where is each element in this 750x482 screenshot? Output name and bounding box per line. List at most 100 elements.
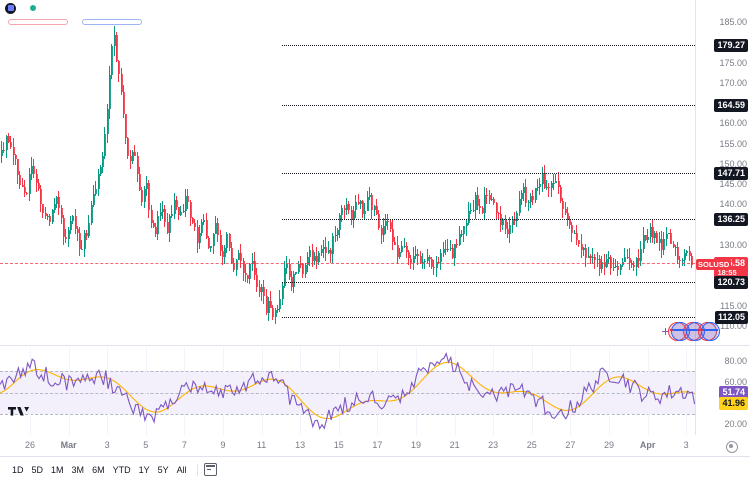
price-chart-pane[interactable] <box>0 16 695 344</box>
candle-body <box>688 251 691 257</box>
timeframe-button-6m[interactable]: 6M <box>92 464 105 475</box>
price-axis-badge[interactable]: 179.27 <box>714 39 748 53</box>
time-axis-label: 3 <box>683 440 689 450</box>
candle-body <box>366 197 369 211</box>
candle-body <box>311 249 314 262</box>
candle-wick <box>81 240 82 250</box>
candle-body <box>501 219 504 226</box>
sell-button[interactable] <box>8 19 68 25</box>
candle-body <box>21 184 24 187</box>
candle-body <box>278 299 281 310</box>
rsi-axis[interactable]: 80.00 60.00 20.00 51.74 41.96 <box>696 348 750 435</box>
candle-body <box>103 134 106 156</box>
grid-line-vertical <box>570 348 572 435</box>
candle-body <box>168 216 171 234</box>
candle-wick <box>548 183 549 197</box>
candle-body <box>315 256 318 263</box>
candle-wick <box>675 244 676 256</box>
candle-body <box>39 189 42 205</box>
timeframe-button-5y[interactable]: 5Y <box>157 464 169 475</box>
candle-body <box>665 233 668 239</box>
candle-body <box>69 220 72 230</box>
session-clock-icon[interactable] <box>726 441 738 453</box>
candle-body <box>630 262 633 265</box>
rsi-badge-primary[interactable]: 51.74 <box>719 385 748 399</box>
candle-body <box>623 257 626 262</box>
candle-body <box>94 189 97 194</box>
grid-line-vertical <box>377 348 379 435</box>
date-range-calendar-icon[interactable] <box>203 463 217 476</box>
candle-body <box>678 259 681 261</box>
candle-wick <box>323 240 324 258</box>
alert-badge-icon[interactable] <box>701 322 720 341</box>
price-level-line[interactable] <box>282 45 695 47</box>
candle-body <box>5 136 8 150</box>
candle-body <box>64 236 67 239</box>
time-axis-label: 19 <box>410 440 422 450</box>
grid-line-vertical <box>454 348 456 435</box>
candle-body <box>166 221 169 234</box>
timeframe-button-5d[interactable]: 5D <box>31 464 44 475</box>
candle-body <box>414 253 417 257</box>
price-level-line[interactable] <box>282 282 695 284</box>
rsi-axis-label: 20.00 <box>724 419 747 430</box>
candle-body <box>596 258 599 260</box>
timeframe-button-ytd[interactable]: YTD <box>112 464 131 475</box>
buy-button[interactable] <box>82 19 142 25</box>
rsi-legend[interactable] <box>6 350 15 360</box>
rsi-plot <box>0 352 695 430</box>
alert-badge-group[interactable] <box>662 320 722 342</box>
candle-body <box>260 287 263 293</box>
axis-divider <box>695 0 696 435</box>
candle-body <box>212 233 215 247</box>
timeframe-button-1m[interactable]: 1M <box>51 464 64 475</box>
candle-wick <box>394 236 395 245</box>
candle-wick <box>537 178 538 191</box>
price-level-line[interactable] <box>282 317 695 319</box>
price-axis-badge[interactable]: 136.25 <box>714 213 748 227</box>
timeframe-button-all[interactable]: All <box>176 464 187 475</box>
price-axis-badge[interactable]: 112.05 <box>714 311 748 325</box>
time-axis-label: 26 <box>24 440 36 450</box>
candle-body <box>200 222 203 233</box>
candle-body <box>90 205 93 223</box>
candle-body <box>214 223 217 234</box>
candle-body <box>639 248 642 261</box>
candle-body <box>170 214 173 217</box>
pane-divider <box>0 345 750 346</box>
candle-body <box>386 221 389 223</box>
candle-body <box>0 149 3 156</box>
grid-line-vertical <box>531 348 533 435</box>
candle-wick <box>498 211 499 220</box>
rsi-chart-pane[interactable] <box>0 348 695 435</box>
timeframe-button-3m[interactable]: 3M <box>71 464 85 475</box>
price-axis-badge[interactable]: 147.71 <box>714 167 748 181</box>
candle-body <box>131 152 134 161</box>
price-axis-label: 185.00 <box>719 17 747 28</box>
candle-body <box>543 172 546 189</box>
ticker-tag[interactable]: SOLUSD <box>696 258 732 270</box>
candle-wick <box>210 245 211 253</box>
price-level-line[interactable] <box>282 104 695 106</box>
timeframe-button-1y[interactable]: 1Y <box>138 464 150 475</box>
price-axis-badge[interactable]: 120.73 <box>714 276 748 290</box>
price-level-line[interactable] <box>282 173 695 175</box>
price-axis-badge[interactable]: 164.59 <box>714 98 748 112</box>
candle-body <box>534 188 537 200</box>
candle-body <box>384 221 387 227</box>
time-axis[interactable]: 26 Mar 3 5 7 9 11 13 15 17 19 21 23 25 27 29 Apr 3 <box>0 436 750 457</box>
timeframe-button-1d[interactable]: 1D <box>12 464 24 475</box>
price-level-line[interactable] <box>282 219 695 221</box>
candle-body <box>566 213 569 221</box>
time-axis-label: 21 <box>449 440 460 450</box>
candle-body <box>140 189 143 202</box>
candle-body <box>292 273 295 288</box>
rsi-badge-secondary[interactable]: 41.96 <box>719 397 748 411</box>
price-axis[interactable]: 185.00 175.00 170.00 160.00 155.00 150.00 145.… <box>696 16 750 345</box>
candle-body <box>573 232 576 234</box>
candle-body <box>442 249 445 253</box>
time-axis-label: 15 <box>333 440 344 450</box>
candle-body <box>616 266 619 271</box>
candle-body <box>32 165 35 175</box>
candle-body <box>575 232 578 240</box>
